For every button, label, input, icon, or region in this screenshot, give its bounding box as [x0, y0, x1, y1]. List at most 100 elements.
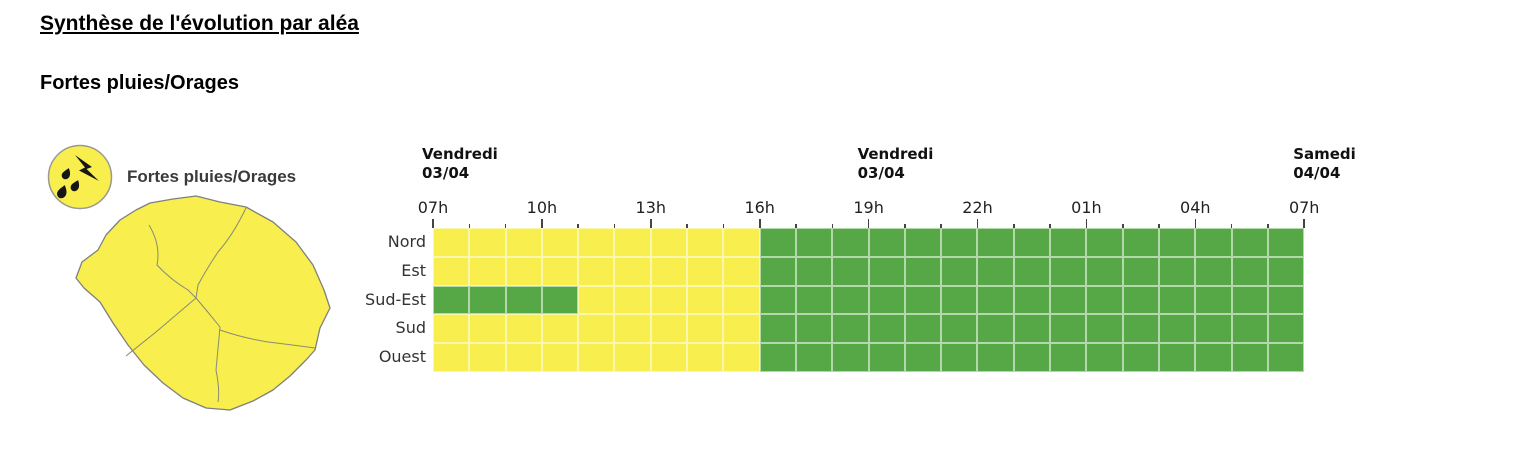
- row-label-sud-est: Sud-Est: [365, 289, 426, 309]
- vigilance-cell: [541, 314, 579, 344]
- vigilance-cell: [541, 285, 579, 315]
- major-tick: [867, 219, 870, 228]
- minor-tick: [1121, 224, 1124, 229]
- minor-tick: [577, 224, 580, 229]
- vigilance-cell: [1050, 228, 1087, 257]
- vigilance-cell: [1050, 256, 1087, 286]
- vigilance-cell: [650, 228, 688, 257]
- vigilance-cell: [1122, 256, 1159, 286]
- vigilance-cell: [469, 314, 506, 344]
- vigilance-cell: [650, 314, 688, 344]
- vigilance-cell: [505, 285, 542, 315]
- vigilance-cell: [687, 285, 724, 315]
- vigilance-cell: [941, 228, 978, 257]
- minor-tick: [686, 224, 688, 229]
- vigilance-cell: [578, 314, 615, 344]
- major-tick: [758, 219, 761, 228]
- vigilance-cell: [1231, 256, 1268, 286]
- vigilance-cell: [687, 228, 724, 257]
- vigilance-cell: [1086, 228, 1123, 257]
- vigilance-cell: [759, 228, 796, 257]
- vigilance-cell: [469, 228, 506, 257]
- vigilance-cell: [687, 256, 724, 286]
- hazard-legend: Fortes pluies/Orages: [47, 143, 296, 211]
- vigilance-cell: [1013, 343, 1051, 372]
- vigilance-cell: [977, 343, 1014, 372]
- vigilance-cell: [1158, 228, 1196, 257]
- vigilance-cell: [505, 256, 542, 286]
- timeline-hour-label: 16h: [744, 198, 775, 217]
- vigilance-cell: [541, 343, 579, 372]
- vigilance-cell: [1122, 285, 1159, 315]
- vigilance-cell: [433, 228, 470, 257]
- major-tick: [650, 219, 652, 228]
- vigilance-cell: [904, 256, 942, 286]
- vigilance-cell: [469, 256, 506, 286]
- timeline-hour-label: 19h: [853, 198, 884, 217]
- vigilance-cell: [650, 343, 688, 372]
- vigilance-cell: [614, 314, 651, 344]
- vigilance-cell: [1086, 314, 1123, 344]
- vigilance-cell: [541, 256, 579, 286]
- vigilance-cell: [1267, 256, 1305, 286]
- hazard-legend-label: Fortes pluies/Orages: [127, 167, 297, 186]
- minor-tick: [1267, 224, 1269, 229]
- minor-tick: [1158, 224, 1160, 229]
- vigilance-cell: [1158, 285, 1196, 315]
- vigilance-cell: [1195, 314, 1232, 344]
- timeline-hour-label: 13h: [635, 198, 667, 217]
- vigilance-cell: [904, 285, 942, 315]
- vigilance-cell: [868, 228, 905, 257]
- vigilance-cell: [1231, 285, 1268, 315]
- vigilance-cell: [1013, 314, 1051, 344]
- minor-tick: [831, 224, 834, 229]
- minor-tick: [795, 224, 797, 229]
- vigilance-cell: [1267, 285, 1305, 315]
- minor-tick: [468, 224, 471, 229]
- vigilance-cell: [1195, 343, 1232, 372]
- timeline-hour-label: 01h: [1071, 198, 1102, 217]
- timeline-date-label: Samedi 04/04: [1293, 145, 1356, 182]
- vigilance-cell: [1231, 343, 1268, 372]
- vigilance-cell: [759, 256, 796, 286]
- timeline-hour-label: 07h: [1288, 198, 1320, 217]
- vigilance-cell: [1231, 228, 1268, 257]
- vigilance-cell: [759, 343, 796, 372]
- vigilance-cell: [941, 256, 978, 286]
- vigilance-cell: [832, 314, 869, 344]
- reunion-map-container: [66, 190, 336, 422]
- vigilance-cell: [1267, 314, 1305, 344]
- vigilance-cell: [1122, 228, 1159, 257]
- timeline-hour-label: 04h: [1180, 198, 1211, 217]
- vigilance-cell: [904, 343, 942, 372]
- vigilance-cell: [1050, 285, 1087, 315]
- vigilance-cell: [1086, 256, 1123, 286]
- vigilance-cell: [868, 285, 905, 315]
- vigilance-cell: [868, 256, 905, 286]
- vigilance-cell: [904, 314, 942, 344]
- vigilance-cell: [795, 256, 833, 286]
- timeline-hour-label: 07h: [417, 198, 449, 217]
- row-label-est: Est: [401, 260, 426, 280]
- vigilance-cell: [832, 285, 869, 315]
- vigilance-cell: [1267, 228, 1305, 257]
- major-tick: [432, 219, 434, 228]
- vigilance-cell: [795, 228, 833, 257]
- vigilance-cell: [832, 256, 869, 286]
- vigilance-cell: [578, 343, 615, 372]
- major-tick: [541, 219, 543, 228]
- vigilance-cell: [505, 343, 542, 372]
- vigilance-cell: [433, 256, 470, 286]
- vigilance-cell: [1158, 256, 1196, 286]
- major-tick: [1303, 219, 1306, 228]
- minor-tick: [613, 224, 616, 229]
- major-tick: [1194, 219, 1197, 228]
- vigilance-cell: [832, 343, 869, 372]
- vigilance-cell: [1195, 256, 1232, 286]
- vigilance-cell: [941, 285, 978, 315]
- vigilance-cell: [650, 285, 688, 315]
- vigilance-cell: [1195, 228, 1232, 257]
- island-outline: [75, 195, 331, 411]
- vigilance-cell: [578, 228, 615, 257]
